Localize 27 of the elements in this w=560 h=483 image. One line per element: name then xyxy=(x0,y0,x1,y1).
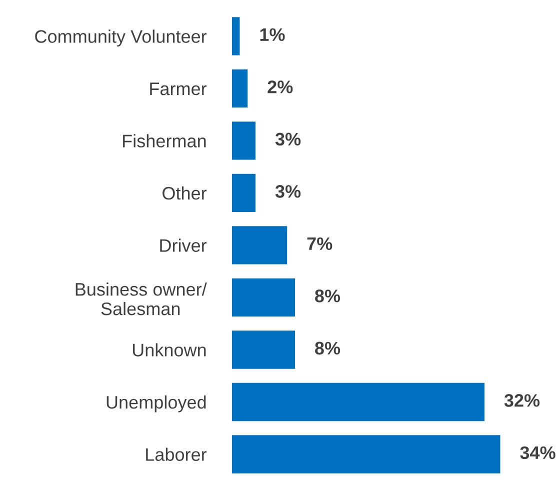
data-label: 8% xyxy=(315,290,340,302)
data-label: 34% xyxy=(520,446,556,460)
bar xyxy=(232,174,256,212)
data-label: 8% xyxy=(315,342,340,355)
bar xyxy=(232,382,484,422)
bar xyxy=(232,435,500,474)
data-label: 32% xyxy=(504,394,540,407)
data-label: 7% xyxy=(307,237,332,250)
y-tick-label: Unknown xyxy=(132,343,206,356)
bar xyxy=(232,69,248,108)
bar xyxy=(232,278,295,317)
y-tick-label: Unemployed xyxy=(106,395,206,412)
bar xyxy=(232,17,240,56)
bar xyxy=(232,330,295,369)
y-tick-label: Business owner/ Salesman xyxy=(76,282,207,316)
data-label: 3% xyxy=(275,132,301,146)
y-tick-label: Driver xyxy=(160,238,207,252)
data-label: 3% xyxy=(275,185,301,198)
data-label: 1% xyxy=(260,28,285,41)
bar xyxy=(232,122,256,160)
data-label: 2% xyxy=(268,80,293,94)
y-tick-label: Community Volunteer xyxy=(35,30,207,46)
bar xyxy=(232,226,288,264)
y-tick-label: Other xyxy=(162,186,207,200)
y-tick-label: Farmer xyxy=(150,82,207,96)
y-tick-label: Laborer xyxy=(146,448,207,461)
y-tick-label: Fisherman xyxy=(123,134,206,148)
